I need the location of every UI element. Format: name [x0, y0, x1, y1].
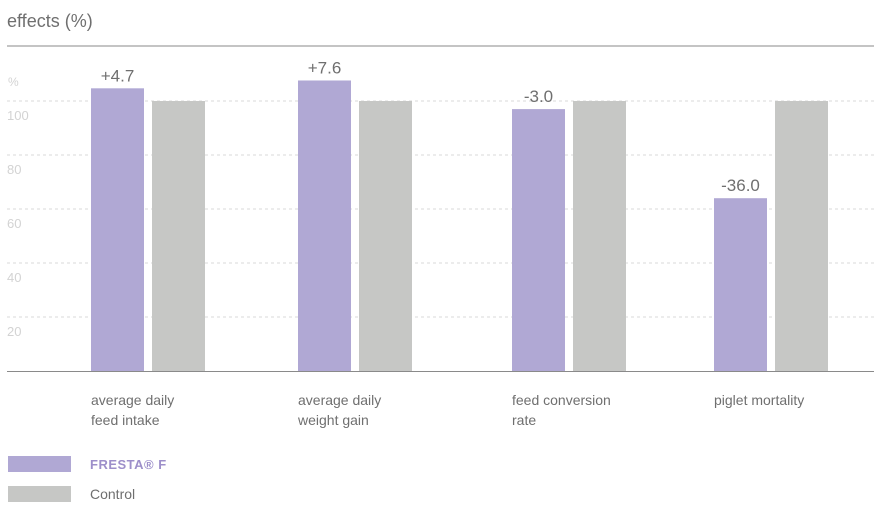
y-tick-label: 80	[7, 162, 21, 177]
data-labels: +4.7 +7.6 -3.0 -36.0	[101, 58, 760, 195]
bar-control	[152, 101, 205, 371]
category-label: rate	[512, 412, 536, 428]
data-label: +7.6	[308, 58, 342, 77]
category-label: weight gain	[297, 412, 369, 428]
category-label: piglet mortality	[714, 392, 804, 408]
y-tick-label: 20	[7, 324, 21, 339]
category-label: average daily	[91, 392, 174, 408]
bar-fresta	[298, 80, 351, 371]
legend: FRESTA® F Control	[8, 456, 167, 502]
category-label: feed conversion	[512, 392, 611, 408]
y-tick-label: 100	[7, 108, 29, 123]
y-tick-label: 60	[7, 216, 21, 231]
data-label: -3.0	[524, 87, 553, 106]
data-label: +4.7	[101, 66, 135, 85]
legend-label: FRESTA® F	[90, 457, 167, 472]
bar-control	[359, 101, 412, 371]
y-unit-label: %	[8, 75, 19, 89]
legend-swatch	[8, 486, 71, 502]
bar-control	[775, 101, 828, 371]
bars	[91, 80, 828, 371]
bar-fresta	[714, 198, 767, 371]
category-label: average daily	[298, 392, 381, 408]
chart-title: effects (%)	[7, 11, 93, 31]
y-tick-label: 40	[7, 270, 21, 285]
legend-label: Control	[90, 486, 135, 502]
category-label: feed intake	[91, 412, 160, 428]
legend-swatch	[8, 456, 71, 472]
bar-fresta	[512, 109, 565, 371]
category-labels: average daily feed intake average daily wei…	[91, 392, 804, 428]
bar-fresta	[91, 88, 144, 371]
data-label: -36.0	[721, 176, 760, 195]
bar-control	[573, 101, 626, 371]
